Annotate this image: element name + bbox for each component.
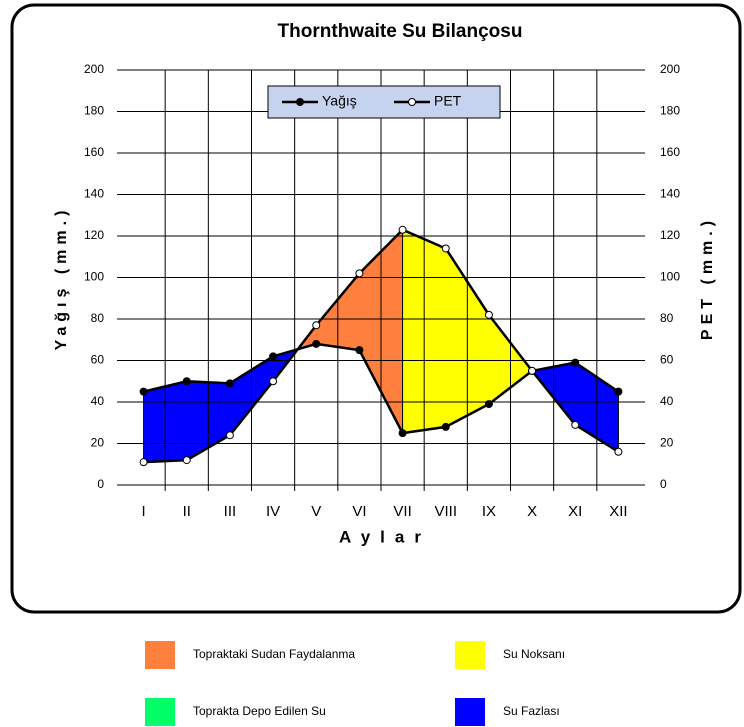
y-axis-title: Yağış (mm.) xyxy=(53,206,70,351)
legend-swatch xyxy=(455,698,485,726)
point-marker xyxy=(312,339,321,348)
point-marker xyxy=(484,400,493,409)
point-marker xyxy=(441,244,450,253)
y-tick-label: 200 xyxy=(84,62,104,76)
y2-tick-label: 200 xyxy=(660,62,680,76)
point-marker xyxy=(182,456,191,465)
y2-tick-label: 80 xyxy=(660,311,674,325)
chart-title: Thornthwaite Su Bilançosu xyxy=(278,21,523,42)
point-marker xyxy=(355,269,364,278)
y2-tick-label: 180 xyxy=(660,104,680,118)
point-marker xyxy=(528,366,537,375)
y2-tick-label: 120 xyxy=(660,228,680,242)
legend-marker xyxy=(296,98,304,106)
y-tick-label: 40 xyxy=(91,394,105,408)
point-marker xyxy=(139,458,148,467)
x-tick-label: VI xyxy=(352,503,366,520)
legend-label: PET xyxy=(434,93,462,109)
legend-label: Su Fazlası xyxy=(503,704,560,718)
y-tick-label: 180 xyxy=(84,104,104,118)
x-tick-label: X xyxy=(527,503,537,520)
y-tick-label: 100 xyxy=(84,270,104,284)
point-marker xyxy=(269,377,278,386)
legend-label: Su Noksanı xyxy=(503,647,565,661)
point-marker xyxy=(571,358,580,367)
point-marker xyxy=(269,352,278,361)
point-marker xyxy=(571,420,580,429)
series-line xyxy=(143,342,620,435)
point-marker xyxy=(355,346,364,355)
y2-tick-label: 40 xyxy=(660,394,674,408)
x-axis-title: Aylar xyxy=(339,527,431,546)
x-tick-label: VIII xyxy=(434,503,457,520)
y-tick-label: 80 xyxy=(91,311,105,325)
x-tick-label: VII xyxy=(393,503,411,520)
point-marker xyxy=(225,431,234,440)
point-marker xyxy=(225,379,234,388)
x-tick-label: V xyxy=(311,503,321,520)
point-marker xyxy=(398,225,407,234)
point-marker xyxy=(139,387,148,396)
y2-tick-label: 100 xyxy=(660,270,680,284)
point-marker xyxy=(614,447,623,456)
x-tick-label: XII xyxy=(609,503,627,520)
y-tick-label: 0 xyxy=(97,477,104,491)
legend-label: Toprakta Depo Edilen Su xyxy=(193,704,326,718)
y2-axis-title: PET (mm.) xyxy=(699,216,716,340)
point-marker xyxy=(398,429,407,438)
legend-marker xyxy=(408,98,416,106)
x-tick-label: I xyxy=(141,503,145,520)
y2-tick-label: 60 xyxy=(660,353,674,367)
point-marker xyxy=(312,321,321,330)
x-tick-label: III xyxy=(224,503,237,520)
y2-tick-label: 0 xyxy=(660,477,667,491)
y-tick-label: 140 xyxy=(84,187,104,201)
y2-tick-label: 140 xyxy=(660,187,680,201)
y2-tick-label: 160 xyxy=(660,145,680,159)
y-tick-label: 60 xyxy=(91,353,105,367)
x-tick-label: IX xyxy=(482,503,496,520)
legend-swatch xyxy=(455,641,485,669)
y-tick-label: 160 xyxy=(84,145,104,159)
point-marker xyxy=(441,422,450,431)
point-marker xyxy=(614,387,623,396)
point-marker xyxy=(484,310,493,319)
x-tick-label: XI xyxy=(568,503,582,520)
legend-label: Yağış xyxy=(322,93,357,109)
legend-swatch xyxy=(145,641,175,669)
y-tick-label: 20 xyxy=(91,436,105,450)
series-line xyxy=(143,228,620,464)
x-tick-label: II xyxy=(183,503,191,520)
y2-tick-label: 20 xyxy=(660,436,674,450)
point-marker xyxy=(182,377,191,386)
legend-label: Topraktaki Sudan Faydalanma xyxy=(193,647,355,661)
y-tick-label: 120 xyxy=(84,228,104,242)
legend-swatch xyxy=(145,698,175,726)
x-tick-label: IV xyxy=(266,503,280,520)
